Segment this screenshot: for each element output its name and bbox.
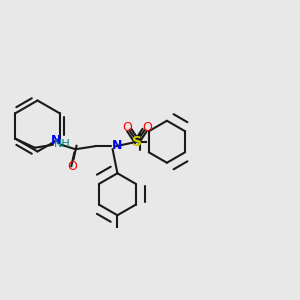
Text: O: O	[68, 160, 77, 173]
Text: O: O	[122, 121, 132, 134]
Text: N: N	[112, 139, 122, 152]
Text: N: N	[51, 134, 61, 147]
Text: NH: NH	[53, 139, 70, 149]
Text: S: S	[132, 135, 142, 149]
Text: O: O	[142, 121, 152, 134]
